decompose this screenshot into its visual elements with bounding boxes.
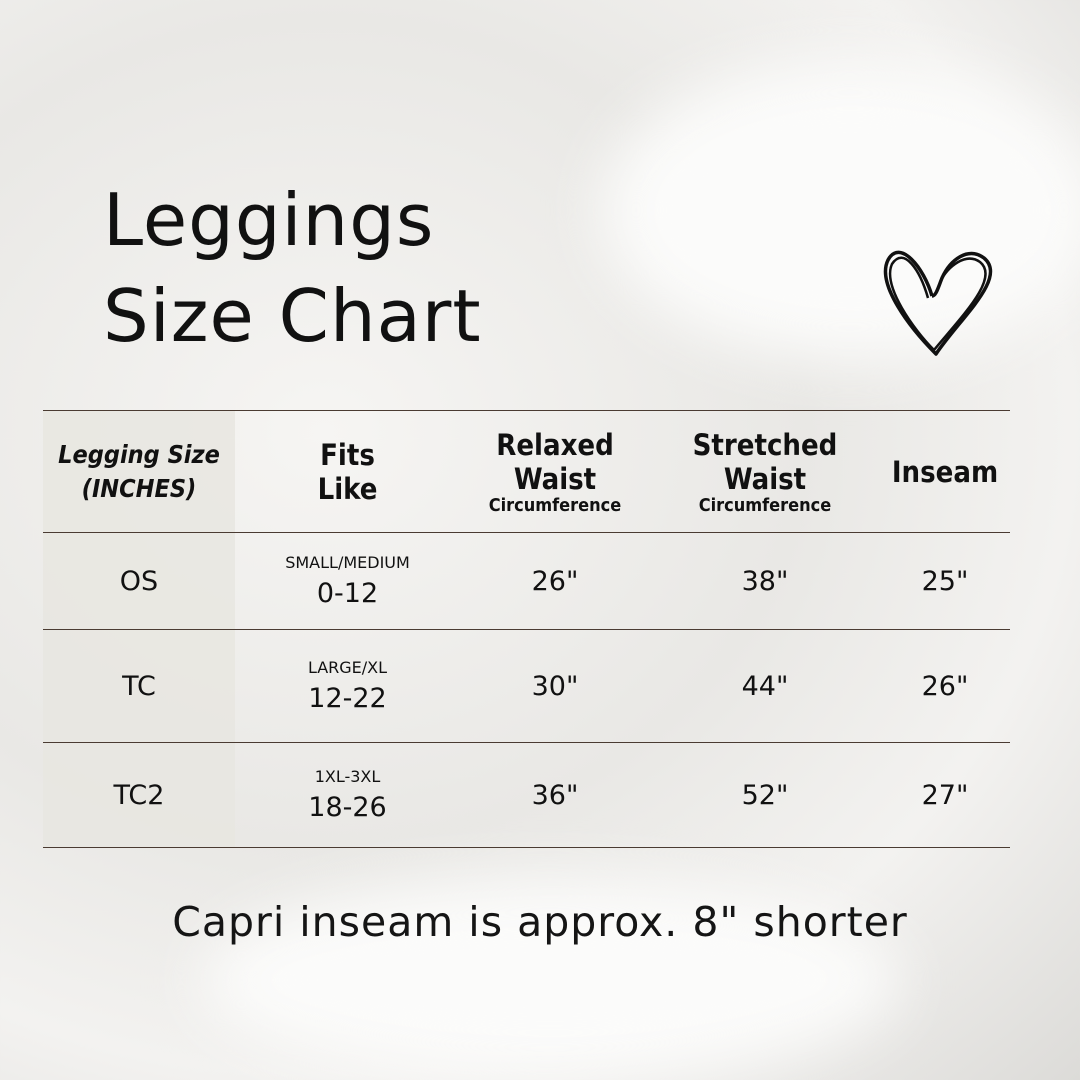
size-cell: OS xyxy=(43,533,235,629)
fits-range: 12-22 xyxy=(308,683,387,714)
page-title: Leggings Size Chart xyxy=(103,172,482,364)
relaxed-cell: 26" xyxy=(531,565,579,597)
header-text: Legging Size xyxy=(58,439,220,469)
title-line-1: Leggings xyxy=(103,178,435,262)
header-text: (INCHES) xyxy=(81,473,197,503)
inseam-cell: 27" xyxy=(921,779,969,811)
header-text: Inseam xyxy=(891,454,999,489)
header-subtext: Circumference xyxy=(488,494,622,516)
header-fits-like: Fits Like xyxy=(235,411,460,532)
header-text: Like xyxy=(317,471,378,506)
size-chart-table: Legging Size (INCHES) Fits Like Relaxed … xyxy=(43,410,1010,848)
header-text: Waist xyxy=(513,461,597,496)
background-texture xyxy=(200,880,900,1080)
table-row: TC2 1XL-3XL 18-26 36" 52" 27" xyxy=(43,742,1010,848)
capri-note: Capri inseam is approx. 8" shorter xyxy=(172,898,908,946)
header-relaxed-waist: Relaxed Waist Circumference xyxy=(460,411,650,532)
background-texture xyxy=(600,60,1080,360)
title-line-2: Size Chart xyxy=(103,274,482,358)
header-row: Legging Size (INCHES) Fits Like Relaxed … xyxy=(43,410,1010,532)
header-text: Stretched xyxy=(692,427,838,462)
inseam-cell: 26" xyxy=(921,670,969,702)
fits-range: 0-12 xyxy=(316,578,379,609)
fits-cell: LARGE/XL 12-22 xyxy=(235,630,460,742)
table-row: OS SMALL/MEDIUM 0-12 26" 38" 25" xyxy=(43,532,1010,629)
size-cell: TC2 xyxy=(43,743,235,847)
fits-cell: SMALL/MEDIUM 0-12 xyxy=(235,533,460,629)
table-row: TC LARGE/XL 12-22 30" 44" 26" xyxy=(43,629,1010,742)
fits-range: 18-26 xyxy=(308,792,387,823)
header-legging-size: Legging Size (INCHES) xyxy=(43,411,235,532)
stretched-cell: 38" xyxy=(741,565,789,597)
header-text: Fits xyxy=(320,437,375,472)
relaxed-cell: 36" xyxy=(531,779,579,811)
fits-label: LARGE/XL xyxy=(307,658,388,677)
fits-label: SMALL/MEDIUM xyxy=(285,553,410,572)
stretched-cell: 44" xyxy=(741,670,789,702)
header-stretched-waist: Stretched Waist Circumference xyxy=(650,411,880,532)
inseam-cell: 25" xyxy=(921,565,969,597)
header-text: Relaxed xyxy=(496,427,614,462)
fits-label: 1XL-3XL xyxy=(314,767,381,786)
size-cell: TC xyxy=(43,630,235,742)
fits-cell: 1XL-3XL 18-26 xyxy=(235,743,460,847)
stretched-cell: 52" xyxy=(741,779,789,811)
header-inseam: Inseam xyxy=(880,411,1010,532)
relaxed-cell: 30" xyxy=(531,670,579,702)
header-text: Waist xyxy=(723,461,807,496)
heart-icon xyxy=(883,250,993,356)
header-subtext: Circumference xyxy=(698,494,832,516)
